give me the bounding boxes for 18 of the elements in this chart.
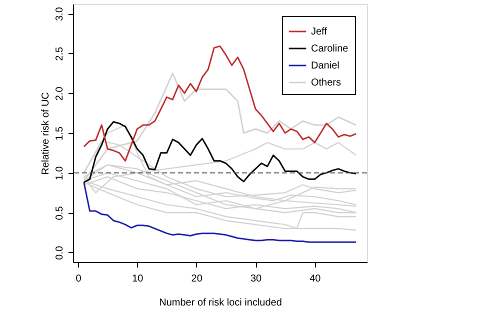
- y-tick-label: 2.0: [54, 86, 66, 101]
- y-tick-label: 0.5: [54, 206, 66, 220]
- y-tick-label: 0.0: [54, 246, 66, 260]
- y-axis-title: Relative risk of UC: [40, 92, 52, 175]
- legend-label: Caroline: [311, 44, 349, 54]
- legend-label: Daniel: [311, 60, 340, 72]
- x-tick-label: 0: [76, 274, 82, 284]
- y-tick-label: 2.5: [54, 46, 66, 61]
- legend-label: Others: [311, 78, 342, 88]
- x-tick-label: 20: [191, 274, 203, 284]
- y-tick-label: 3.0: [54, 6, 66, 22]
- legend-label: Jeff: [311, 26, 328, 38]
- x-axis-title: Number of risk loci included: [159, 298, 282, 308]
- y-tick-label: 1.0: [54, 166, 66, 180]
- x-tick-label: 40: [310, 274, 322, 284]
- x-tick-label: 10: [132, 274, 144, 284]
- y-tick-label: 1.5: [54, 126, 66, 140]
- x-tick-label: 30: [250, 274, 262, 284]
